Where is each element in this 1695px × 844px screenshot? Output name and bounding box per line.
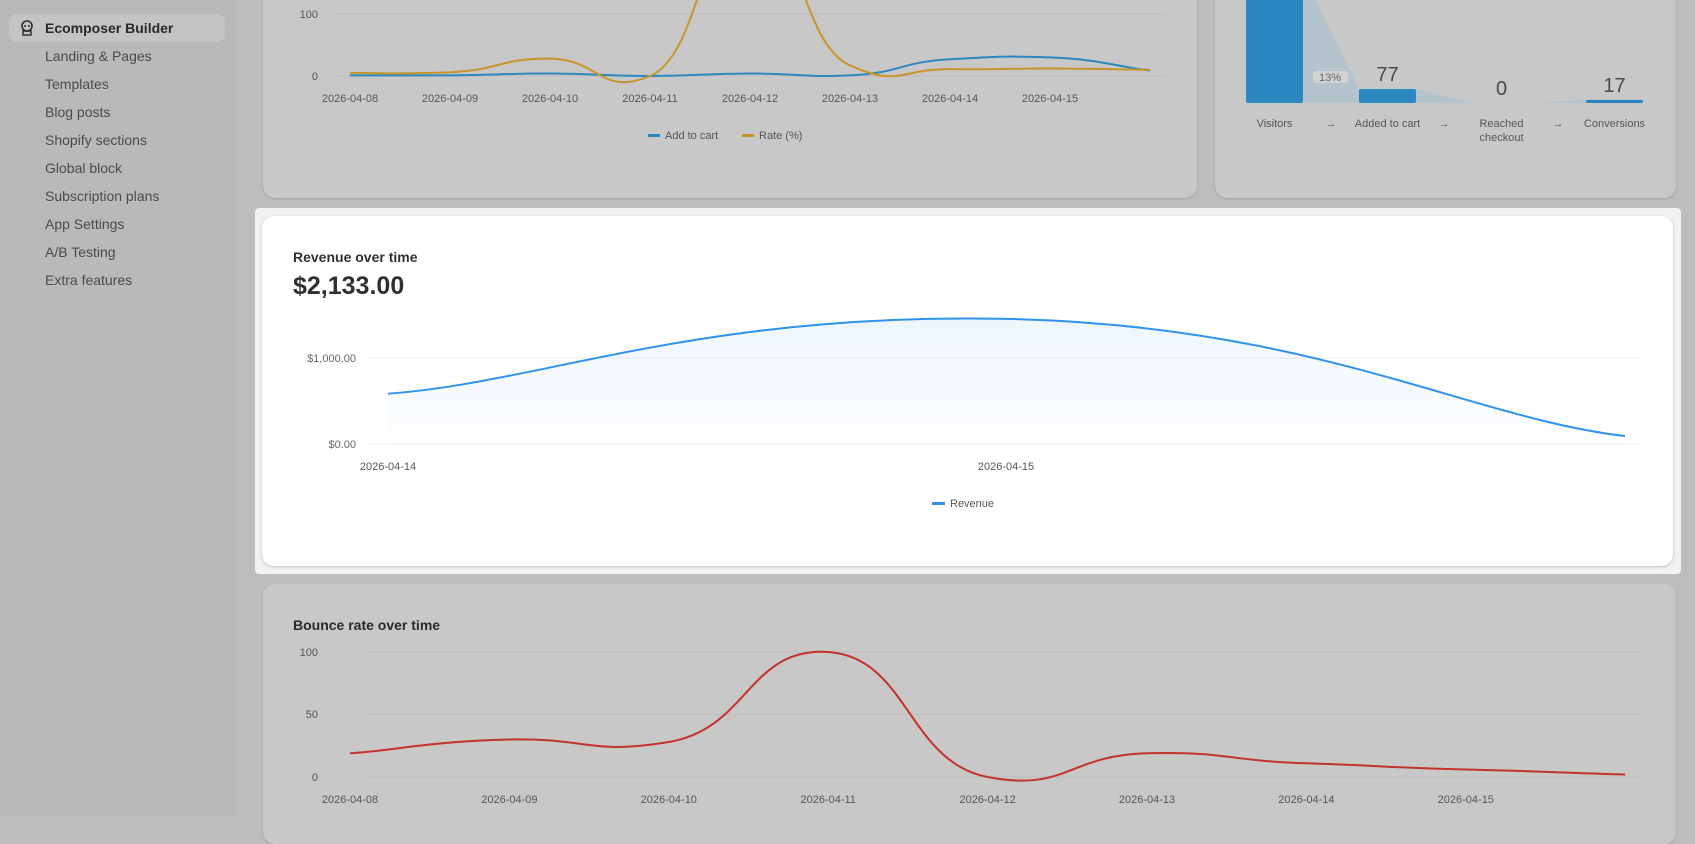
x-tick-label: 2026-04-13 (822, 93, 878, 105)
conversion-badge (1313, 71, 1348, 83)
x-tick-label: 2026-04-14 (360, 461, 416, 473)
funnel-connector (1303, 0, 1359, 103)
charts-layer: 0 100 2026-04-08 2026-04-09 2026-04-10 2026-0… (300, 0, 1646, 806)
sidebar: Ecomposer Builder Landing & Pages Templat… (0, 0, 236, 817)
x-tick-label: 2026-04-14 (922, 93, 978, 105)
x-tick-label: 2026-04-15 (1438, 794, 1494, 806)
conversion-rate: 13% (1319, 72, 1341, 84)
sidebar-item-label: Extra features (45, 272, 133, 288)
x-tick-label: 2026-04-14 (1278, 794, 1334, 806)
sidebar-item-landing-pages[interactable]: Landing & Pages (9, 42, 225, 70)
funnel-value: 77 (1376, 64, 1398, 86)
x-tick-label: 2026-04-12 (722, 93, 778, 105)
arrow-icon: → (1326, 118, 1337, 130)
sidebar-item-label: Templates (45, 76, 109, 92)
sidebar-item-app-settings[interactable]: App Settings (9, 210, 225, 238)
x-tick-label: 2026-04-15 (978, 461, 1034, 473)
revenue-total: $2,133.00 (293, 272, 405, 300)
x-tick-label: 2026-04-13 (1119, 794, 1175, 806)
x-tick-label: 2026-04-11 (622, 93, 677, 105)
sidebar-item-shopify-sections[interactable]: Shopify sections (9, 126, 225, 154)
funnel-value: 0 (1496, 78, 1507, 100)
sidebar-item-label: Shopify sections (45, 132, 147, 148)
sidebar-item-label: App Settings (45, 216, 125, 232)
ecomposer-logo-icon (21, 20, 33, 36)
add-to-cart-chart-card (263, 0, 1197, 198)
y-tick-label: 100 (300, 647, 318, 659)
legend-label: Rate (%) (759, 130, 802, 142)
sidebar-item-templates[interactable]: Templates (9, 70, 225, 98)
revenue-title: Revenue over time (293, 249, 418, 265)
funnel-bar (1586, 99, 1643, 103)
legend-label: Add to cart (665, 130, 718, 142)
x-tick-label: 2026-04-08 (322, 794, 378, 806)
sidebar-item-label: Subscription plans (45, 188, 160, 204)
arrow-icon: → (1553, 118, 1564, 130)
y-tick-label: $0.00 (328, 439, 356, 451)
arrow-icon: → (1439, 118, 1450, 130)
series-line-rate- (349, 0, 1151, 84)
funnel-value: 17 (1603, 75, 1625, 97)
sidebar-item-extra-features[interactable]: Extra features (9, 266, 225, 294)
sidebar-item-subscription-plans[interactable]: Subscription plans (9, 182, 225, 210)
sidebar-item-label: A/B Testing (45, 244, 116, 260)
series-line-revenue (387, 317, 1626, 437)
legend-swatch (932, 502, 945, 505)
x-tick-label: 2026-04-10 (641, 794, 697, 806)
funnel-bar (1359, 89, 1416, 103)
sidebar-item-blog-posts[interactable]: Blog posts (9, 98, 225, 126)
x-tick-label: 2026-04-08 (322, 93, 378, 105)
funnel-label: Visitors (1257, 118, 1293, 130)
funnel-label: Conversions (1584, 118, 1646, 130)
sidebar-item-label: Landing & Pages (45, 48, 152, 64)
series-line-bounce-rate (349, 650, 1626, 782)
y-tick-label: $1,000.00 (307, 353, 356, 365)
funnel-connector (1416, 89, 1473, 103)
funnel-label: Added to cart (1355, 118, 1420, 130)
sidebar-item-label: Blog posts (45, 104, 111, 120)
funnel-label: Reached checkout (1479, 118, 1523, 144)
sidebar-item-global-block[interactable]: Global block (9, 154, 225, 182)
sidebar-item-label: Ecomposer Builder (45, 20, 174, 36)
x-tick-label: 2026-04-09 (481, 794, 537, 806)
legend-swatch (742, 134, 754, 137)
y-tick-label: 0 (312, 71, 318, 83)
legend-label: Revenue (950, 498, 994, 510)
y-tick-label: 50 (306, 709, 318, 721)
x-tick-label: 2026-04-11 (800, 794, 855, 806)
x-tick-label: 2026-04-09 (422, 93, 478, 105)
x-tick-label: 2026-04-15 (1022, 93, 1078, 105)
y-tick-label: 0 (312, 772, 318, 784)
bounce-rate-title: Bounce rate over time (293, 617, 441, 633)
legend-swatch (648, 134, 660, 137)
funnel-bar (1246, 0, 1303, 103)
series-line-add-to-cart (349, 55, 1151, 78)
x-tick-label: 2026-04-12 (959, 794, 1015, 806)
sidebar-item-label: Global block (45, 160, 123, 176)
x-tick-label: 2026-04-10 (522, 93, 578, 105)
revenue-area (388, 318, 1625, 444)
sidebar-item-a-b-testing[interactable]: A/B Testing (9, 238, 225, 266)
funnel-connector (1530, 99, 1586, 103)
sidebar-item-ecomposer-builder[interactable]: Ecomposer Builder (9, 14, 225, 42)
y-tick-label: 100 (300, 9, 318, 21)
